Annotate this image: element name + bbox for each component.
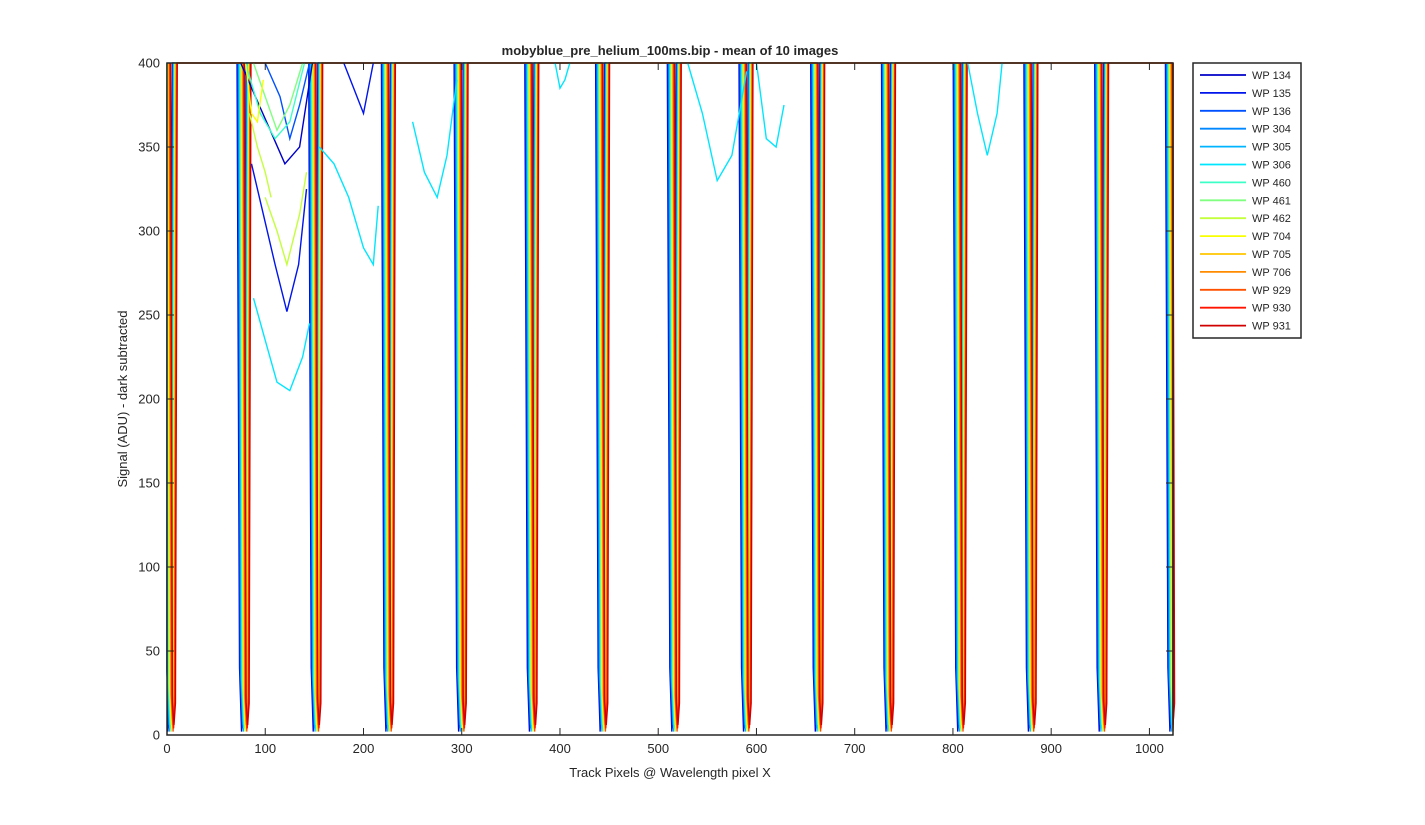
series-dip-segment: [252, 298, 311, 392]
series-dip-segment: [343, 62, 374, 116]
series-dip-segment: [244, 62, 306, 140]
legend-label: WP 304: [1252, 124, 1291, 136]
legend-label: WP 460: [1252, 177, 1291, 189]
tick-group: 0 100 200 300 400 500 600 700 800 900 1000 0 50 100 15…: [138, 56, 1173, 756]
series-dip-segment: [248, 113, 272, 198]
y-tick-label: 150: [138, 476, 160, 491]
legend-label: WP 136: [1252, 106, 1291, 118]
legend-label: WP 931: [1252, 321, 1291, 333]
x-tick-label: 900: [1040, 741, 1062, 756]
legend-label: WP 929: [1252, 285, 1291, 297]
legend-label: WP 135: [1252, 88, 1291, 100]
x-tick-label: 400: [549, 741, 571, 756]
legend-label: WP 930: [1252, 303, 1291, 315]
x-tick-label: 700: [844, 741, 866, 756]
x-tick-label: 100: [254, 741, 276, 756]
series-dip-segment: [240, 62, 314, 166]
legend-label: WP 305: [1252, 142, 1291, 154]
y-axis-label: Signal (ADU) - dark subtracted: [115, 310, 130, 487]
y-tick-label: 200: [138, 392, 160, 407]
legend-label: WP 706: [1252, 267, 1291, 279]
x-tick-label: 800: [942, 741, 964, 756]
x-tick-label: 300: [451, 741, 473, 756]
y-tick-label: 350: [138, 140, 160, 155]
series-dip-segment: [244, 62, 264, 124]
series-dip-segment: [687, 62, 748, 183]
x-tick-label: 1000: [1135, 741, 1164, 756]
y-tick-label: 400: [138, 56, 160, 71]
legend-label: WP 704: [1252, 231, 1291, 243]
series-dip-segment: [967, 62, 1003, 156]
series-dip-segment: [250, 163, 308, 312]
y-tick-label: 0: [153, 728, 160, 743]
y-tick-label: 250: [138, 308, 160, 323]
x-tick-label: 600: [746, 741, 768, 756]
x-tick-label: 0: [163, 741, 170, 756]
y-tick-label: 100: [138, 560, 160, 575]
y-tick-label: 50: [146, 644, 160, 659]
series-dip-segment: [252, 62, 304, 132]
legend-label: WP 462: [1252, 213, 1291, 225]
chart-title: mobyblue_pre_helium_100ms.bip - mean of …: [502, 43, 839, 58]
y-tick-label: 300: [138, 224, 160, 239]
series-dip-segment: [755, 62, 785, 149]
x-tick-label: 200: [353, 741, 375, 756]
legend: WP 134 WP 135 WP 136 WP 304 WP 305 WP 306 WP 4…: [1192, 62, 1302, 339]
series-dip-segment: [264, 62, 311, 142]
legend-label: WP 461: [1252, 195, 1291, 207]
series-dip-segment: [554, 62, 571, 91]
series-line: [170, 62, 1176, 725]
series-dip-segment: [264, 172, 308, 268]
legend-label: WP 306: [1252, 160, 1291, 172]
x-tick-label: 500: [647, 741, 669, 756]
series-dip-segment: [318, 146, 379, 267]
legend-label: WP 134: [1252, 70, 1291, 82]
series-group: [166, 62, 1176, 732]
series-dip-segment: [411, 79, 458, 200]
x-axis-label: Track Pixels @ Wavelength pixel X: [569, 765, 771, 780]
legend-label: WP 705: [1252, 249, 1291, 261]
